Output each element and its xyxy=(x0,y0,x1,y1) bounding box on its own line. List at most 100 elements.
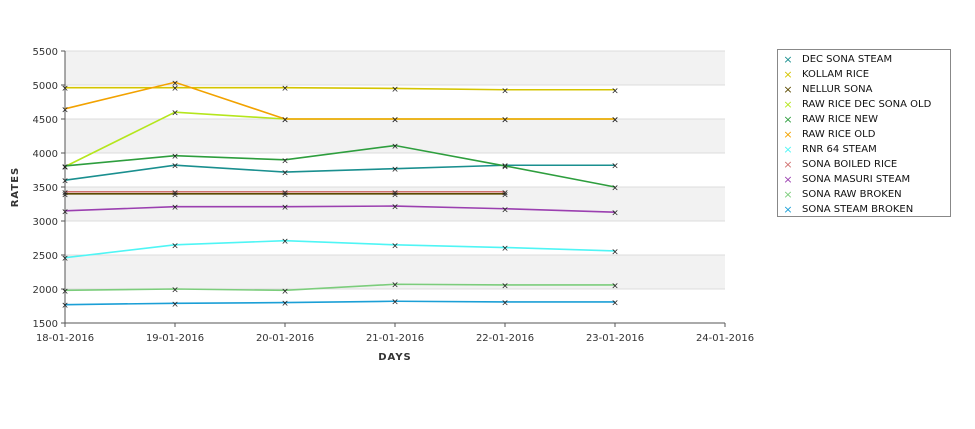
data-point-marker: × xyxy=(171,79,179,89)
data-point-marker: × xyxy=(281,116,289,126)
data-point-marker: × xyxy=(61,177,69,187)
series-line-kollam-rice xyxy=(65,86,615,91)
data-point-marker: × xyxy=(391,85,399,95)
plot-band xyxy=(65,221,725,255)
data-point-marker: × xyxy=(281,188,289,198)
x-tick-label: 18-01-2016 xyxy=(36,333,94,344)
data-point-marker: × xyxy=(61,190,69,200)
data-point-marker: × xyxy=(501,205,509,215)
legend-label: SONA MASURI STEAM xyxy=(802,174,911,185)
legend-marker-icon: × xyxy=(783,143,793,156)
axes xyxy=(61,50,726,327)
data-point-marker: × xyxy=(501,244,509,254)
data-point-marker: × xyxy=(171,241,179,251)
x-tick-label: 22-01-2016 xyxy=(476,333,534,344)
data-point-marker: × xyxy=(611,86,619,96)
series-lines: × × × × × × × × × × × × × × × × × × × × × × × × × × × × × × × × × × × × × × × ×… xyxy=(61,79,619,311)
y-tick-label: 2000 xyxy=(33,285,58,296)
x-tick-label: 19-01-2016 xyxy=(146,333,204,344)
data-point-marker: × xyxy=(501,116,509,126)
legend-marker-icon: × xyxy=(783,188,793,201)
y-tick-label: 3500 xyxy=(33,183,58,194)
data-point-marker: × xyxy=(171,286,179,296)
legend-marker-icon: × xyxy=(783,158,793,171)
legend-item-sona-raw-broken: × SONA RAW BROKEN xyxy=(778,188,950,203)
plot-band xyxy=(65,187,725,221)
series-line-rnr-64-steam xyxy=(64,239,616,259)
series-line-raw-rice-new xyxy=(64,144,616,188)
data-point-marker: × xyxy=(391,165,399,175)
data-point-marker: × xyxy=(501,188,509,198)
data-point-marker: × xyxy=(171,190,179,200)
data-point-marker: × xyxy=(391,281,399,291)
legend-marker-icon: × xyxy=(783,113,793,126)
data-point-marker: × xyxy=(501,281,509,291)
y-tick-label: 3000 xyxy=(33,217,58,228)
legend-item-kollam-rice: × KOLLAM RICE xyxy=(778,68,950,83)
legend-marker-icon: × xyxy=(783,173,793,186)
plot-band xyxy=(65,289,725,323)
legend-label: RAW RICE OLD xyxy=(802,129,876,140)
data-point-marker: × xyxy=(281,116,289,126)
series-line-raw-rice-old xyxy=(64,81,615,120)
data-point-marker: × xyxy=(501,162,509,172)
data-point-marker: × xyxy=(391,298,399,308)
legend-marker-icon: × xyxy=(783,83,793,96)
data-point-marker: × xyxy=(391,142,399,152)
legend-item-sona-masuri-steam: × SONA MASURI STEAM xyxy=(778,173,950,188)
legend-item-rnr-64-steam: × RNR 64 STEAM xyxy=(778,143,950,158)
data-point-marker: × xyxy=(611,184,619,194)
plot-band xyxy=(65,119,725,153)
data-point-marker: × xyxy=(171,203,179,213)
legend-marker-icon: × xyxy=(783,128,793,141)
data-point-marker: × xyxy=(171,162,179,172)
legend-label: DEC SONA STEAM xyxy=(802,54,893,65)
x-tick-label: 24-01-2016 xyxy=(696,333,754,344)
data-point-marker: × xyxy=(611,298,619,308)
legend-item-raw-rice-old: × RAW RICE OLD xyxy=(778,128,950,143)
y-tick-label: 1500 xyxy=(33,319,58,330)
series-line-sona-masuri-steam xyxy=(64,205,616,213)
data-point-marker: × xyxy=(61,163,69,173)
legend-marker-icon: × xyxy=(783,53,793,66)
series-line-sona-steam-broken xyxy=(64,300,615,306)
data-point-marker: × xyxy=(391,116,399,126)
data-point-marker: × xyxy=(611,116,619,126)
legend-marker-icon: × xyxy=(783,68,793,81)
data-point-marker: × xyxy=(281,156,289,166)
data-point-marker: × xyxy=(61,207,69,217)
data-point-marker: × xyxy=(611,162,619,172)
data-point-marker: × xyxy=(281,287,289,297)
data-point-marker: × xyxy=(171,188,179,198)
data-point-marker: × xyxy=(391,190,399,200)
data-point-marker: × xyxy=(61,301,69,311)
legend: × DEC SONA STEAM × KOLLAM RICE × NELLUR SONA ×… xyxy=(777,49,951,217)
data-point-marker: × xyxy=(281,203,289,213)
legend-item-sona-steam-broken: × SONA STEAM BROKEN xyxy=(778,203,950,218)
data-point-marker: × xyxy=(171,300,179,310)
legend-label: RNR 64 STEAM xyxy=(802,144,877,155)
data-point-marker: × xyxy=(61,105,69,115)
y-tick-label: 5000 xyxy=(33,81,58,92)
data-point-marker: × xyxy=(281,299,289,309)
data-point-marker: × xyxy=(611,209,619,219)
data-point-marker: × xyxy=(171,152,179,162)
y-tick-label: 2500 xyxy=(33,251,58,262)
plot-band xyxy=(65,85,725,119)
legend-label: NELLUR SONA xyxy=(802,84,873,95)
legend-label: SONA RAW BROKEN xyxy=(802,189,902,200)
legend-label: KOLLAM RICE xyxy=(802,69,870,80)
plot-band xyxy=(65,255,725,289)
plot-background-bands xyxy=(65,51,725,323)
data-point-marker: × xyxy=(611,281,619,291)
y-tick-label: 5500 xyxy=(33,47,58,58)
x-tick-label: 21-01-2016 xyxy=(366,333,424,344)
y-tick-labels: 1500 2000 2500 3000 3500 4000 4500 5000 5500 xyxy=(33,47,58,330)
data-point-marker: × xyxy=(501,298,509,308)
x-tick-label: 20-01-2016 xyxy=(256,333,314,344)
legend-label: RAW RICE DEC SONA OLD xyxy=(802,99,932,110)
legend-item-dec-sona-steam: × DEC SONA STEAM xyxy=(778,53,950,68)
legend-item-raw-rice-dec-sona-old: × RAW RICE DEC SONA OLD xyxy=(778,98,950,113)
data-point-marker: × xyxy=(61,188,69,198)
